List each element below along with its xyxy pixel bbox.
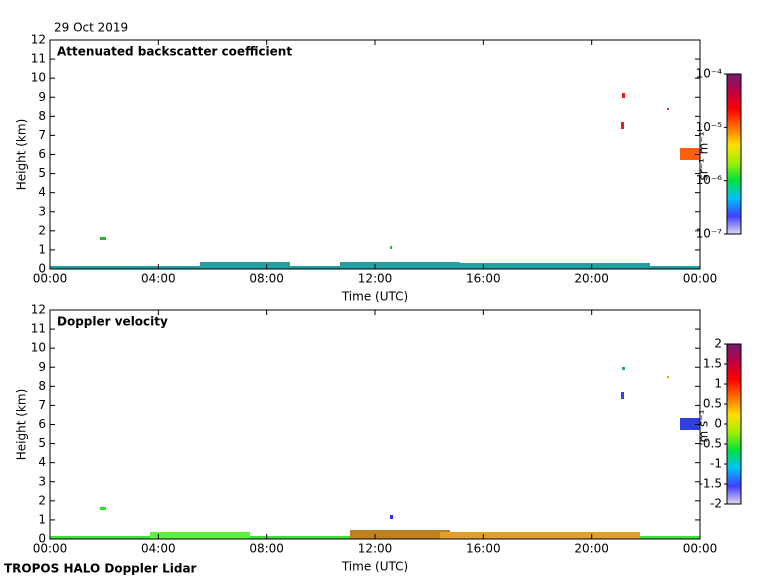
y-tick-label: 3 [38, 474, 46, 488]
colorbar-tick-label: -1.5 [699, 477, 722, 491]
x-tick-label: 00:00 [33, 542, 68, 556]
y-tick-label: 12 [31, 303, 46, 317]
plot-frame [49, 309, 701, 540]
x-tick-label: 04:00 [141, 272, 176, 286]
colorbar [726, 73, 742, 235]
y-tick-label: 11 [31, 52, 46, 66]
echo [440, 532, 640, 539]
y-axis-label: Height (km) [15, 119, 29, 190]
echo [680, 148, 700, 160]
y-tick-label: 6 [38, 417, 46, 431]
echo [621, 392, 624, 399]
x-tick-label: 08:00 [249, 272, 284, 286]
colorbar-tick-label: -1 [710, 457, 722, 471]
echo [450, 263, 650, 269]
colorbar-tick-label: 1.5 [703, 357, 722, 371]
echo [100, 237, 106, 240]
panel-title: Attenuated backscatter coefficient [57, 45, 292, 59]
y-tick-label: 9 [38, 360, 46, 374]
y-tick-label: 6 [38, 147, 46, 161]
colorbar-label: sr⁻¹ m⁻¹ [697, 131, 711, 180]
colorbar-tick-label: -2 [710, 497, 722, 511]
echo [622, 93, 625, 98]
y-tick-label: 8 [38, 109, 46, 123]
y-tick-label: 3 [38, 204, 46, 218]
colorbar-tick-label: 10⁻⁷ [696, 227, 723, 241]
y-tick-label: 0 [38, 532, 46, 546]
colorbar-tick-label: -0.5 [699, 437, 722, 451]
colorbar-tick-label: 1 [714, 377, 722, 391]
echo [100, 507, 106, 510]
date: 29 Oct 2019 [54, 21, 128, 35]
x-tick-label: 00:00 [33, 272, 68, 286]
x-tick-label: 08:00 [249, 542, 284, 556]
y-tick-label: 10 [31, 71, 46, 85]
x-tick-label: 16:00 [466, 272, 501, 286]
colorbar [726, 343, 742, 505]
x-axis-label: Time (UTC) [341, 560, 408, 574]
echo [667, 108, 669, 110]
echo [200, 262, 290, 269]
panel-title: Doppler velocity [57, 315, 168, 329]
colorbar-label: m s⁻¹ [697, 409, 711, 442]
x-tick-label: 04:00 [141, 542, 176, 556]
y-tick-label: 5 [38, 166, 46, 180]
echo [622, 367, 625, 370]
echo [390, 246, 392, 249]
x-axis-label: Time (UTC) [341, 290, 408, 304]
echo [150, 532, 250, 539]
colorbar-tick-label: 0 [714, 417, 722, 431]
echo [621, 122, 624, 129]
colorbar-tick-label: 10⁻⁶ [696, 173, 723, 187]
plot-frame [49, 39, 701, 270]
y-tick-label: 2 [38, 223, 46, 237]
y-tick-label: 12 [31, 33, 46, 47]
x-tick-label: 00:00 [683, 542, 718, 556]
x-tick-label: 20:00 [574, 272, 609, 286]
x-tick-label: 16:00 [466, 542, 501, 556]
echo [667, 376, 669, 378]
echo [340, 262, 460, 269]
y-tick-label: 8 [38, 379, 46, 393]
y-tick-label: 1 [38, 242, 46, 256]
y-tick-label: 4 [38, 185, 46, 199]
x-tick-label: 00:00 [683, 272, 718, 286]
y-tick-label: 11 [31, 322, 46, 336]
colorbar-tick-label: 10⁻⁴ [696, 67, 723, 81]
x-tick-label: 12:00 [358, 542, 393, 556]
echo [350, 530, 450, 539]
colorbar-tick-label: 10⁻⁵ [696, 120, 723, 134]
y-tick-label: 2 [38, 493, 46, 507]
y-tick-label: 0 [38, 262, 46, 276]
colorbar-tick-label: 2 [714, 337, 722, 351]
y-tick-label: 4 [38, 455, 46, 469]
x-tick-label: 20:00 [574, 542, 609, 556]
y-tick-label: 9 [38, 90, 46, 104]
y-tick-label: 7 [38, 128, 46, 142]
y-tick-label: 1 [38, 512, 46, 526]
footer: TROPOS HALO Doppler Lidar [4, 562, 197, 576]
y-tick-label: 10 [31, 341, 46, 355]
colorbar-tick-label: 0.5 [703, 397, 722, 411]
echo [680, 418, 700, 430]
x-tick-label: 12:00 [358, 272, 393, 286]
y-tick-label: 5 [38, 436, 46, 450]
y-axis-label: Height (km) [15, 389, 29, 460]
y-tick-label: 7 [38, 398, 46, 412]
echo [390, 515, 393, 519]
